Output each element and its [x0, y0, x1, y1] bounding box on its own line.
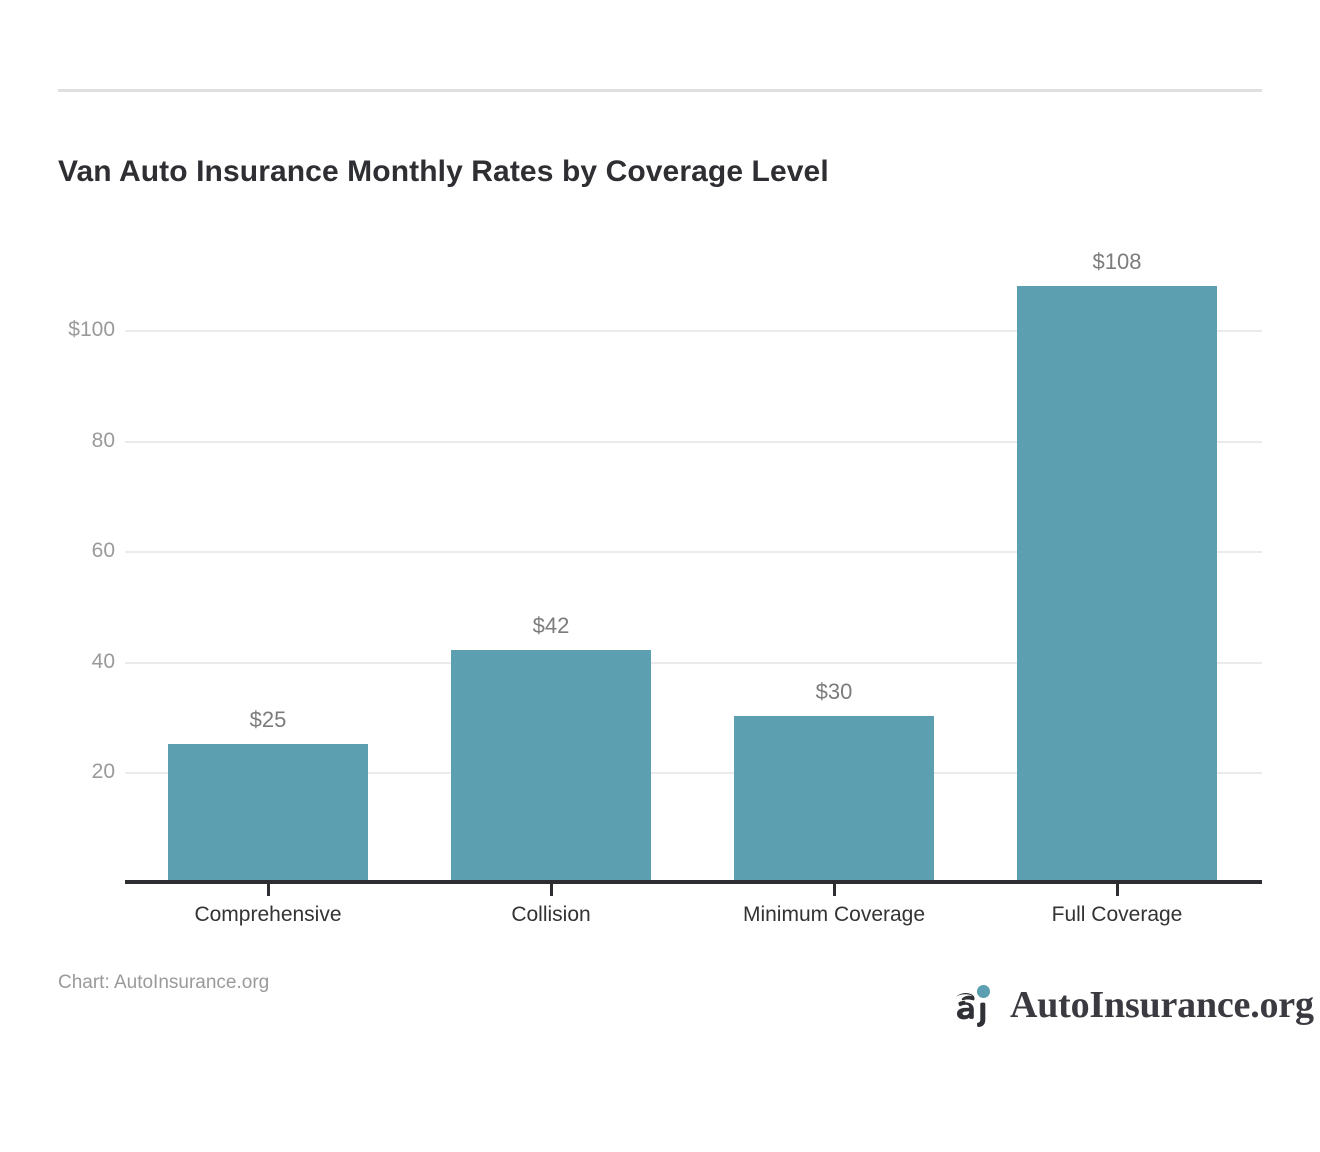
ytick-label-20: 20	[91, 760, 115, 783]
brand-logo[interactable]: AutoInsurance.org	[952, 980, 1314, 1030]
xtick-comprehensive	[267, 884, 270, 896]
bar-value-label-full-coverage: $108	[1092, 249, 1142, 274]
bar-value-label-collision: $42	[532, 613, 570, 638]
chart-source-credit: Chart: AutoInsurance.org	[58, 972, 270, 993]
xtick-label-minimum-coverage: Minimum Coverage	[742, 903, 926, 926]
ytick-label-80: 80	[91, 429, 115, 452]
bar-value-label-comprehensive: $25	[249, 707, 287, 732]
gridline-100	[125, 330, 1262, 332]
xtick-label-comprehensive: Comprehensive	[194, 903, 342, 926]
ytick-label-100: $100	[68, 318, 115, 341]
brand-logo-text: AutoInsurance.org	[1010, 984, 1314, 1026]
xtick-label-collision: Collision	[511, 903, 591, 926]
bar-minimum-coverage[interactable]	[734, 716, 934, 882]
gridline-60	[125, 551, 1262, 553]
gridline-20	[125, 772, 1262, 774]
xtick-full-coverage	[1116, 884, 1119, 896]
bar-comprehensive[interactable]	[168, 744, 368, 882]
bar-value-label-minimum-coverage: $30	[815, 679, 853, 704]
page-title: Van Auto Insurance Monthly Rates by Cove…	[58, 155, 829, 188]
ytick-label-60: 60	[91, 539, 115, 562]
autoinsurance-aj-logo-icon	[952, 982, 998, 1028]
x-axis-line	[125, 880, 1262, 884]
xtick-collision	[550, 884, 553, 896]
ytick-label-40: 40	[91, 650, 115, 673]
xtick-label-full-coverage: Full Coverage	[1051, 903, 1183, 926]
top-divider	[58, 89, 1262, 92]
bar-full-coverage[interactable]	[1017, 286, 1217, 882]
gridline-80	[125, 441, 1262, 443]
xtick-minimum-coverage	[833, 884, 836, 896]
gridline-40	[125, 662, 1262, 664]
bar-collision[interactable]	[451, 650, 651, 882]
